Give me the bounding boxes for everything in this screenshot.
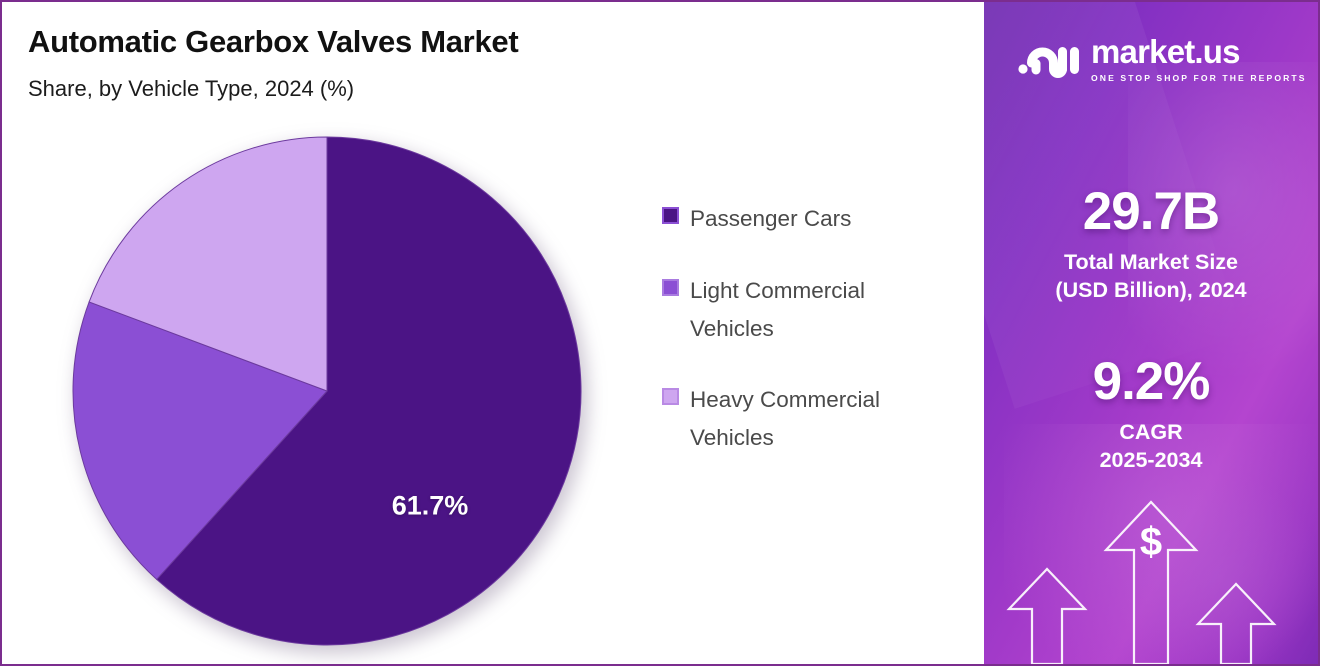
pie-data-label-passenger-cars: 61.7% (391, 490, 469, 521)
stat-total-market-size: 29.7B Total Market Size (USD Billion), 2… (984, 184, 1318, 304)
stat-caption-market-size: Total Market Size (USD Billion), 2024 (984, 248, 1318, 305)
brand-panel: market.us ONE STOP SHOP FOR THE REPORTS … (984, 2, 1318, 664)
legend-label-light-commercial-vehicles: Light Commercial Vehicles (690, 277, 866, 341)
stat-caption-cagr-line2: 2025-2034 (1099, 448, 1203, 473)
stat-value-market-size: 29.7B (1082, 182, 1220, 241)
pie-slice-group (72, 136, 582, 646)
background-texture-glow-top (1128, 62, 1318, 382)
market-us-logo-icon (1018, 47, 1079, 78)
chart-panel: Automatic Gearbox Valves Market Share, b… (2, 2, 986, 664)
stat-value-cagr: 9.2% (1092, 352, 1211, 411)
chart-subtitle: Share, by Vehicle Type, 2024 (%) (28, 76, 355, 101)
legend-label-passenger-cars: Passenger Cars (690, 206, 852, 231)
stat-caption-cagr-line1: CAGR (1119, 419, 1183, 444)
legend-swatch-icon-passenger-cars (662, 207, 679, 224)
chart-legend: Passenger Cars Light Commercial Vehicles… (662, 200, 962, 491)
stat-cagr: 9.2% CAGR 2025-2034 (984, 354, 1318, 474)
stat-caption-market-size-line1: Total Market Size (1063, 249, 1239, 274)
legend-swatch-icon-light-commercial-vehicles (662, 278, 679, 296)
legend-item-heavy-commercial-vehicles[interactable]: Heavy Commercial Vehicles (662, 381, 962, 457)
pie-slice-heavy-commercial-vehicles[interactable] (88, 136, 328, 392)
arrow-up-right-icon (1195, 582, 1277, 664)
stat-caption-market-size-line2: (USD Billion), 2024 (1055, 278, 1247, 303)
page-title: Automatic Gearbox Valves Market (28, 24, 519, 59)
arrow-up-center-icon (1103, 500, 1199, 664)
dollar-sign-icon: $ (1139, 520, 1163, 564)
pie-chart: 61.7% (70, 134, 588, 654)
arrow-up-left-icon (1006, 567, 1088, 664)
logo-text-block: market.us ONE STOP SHOP FOR THE REPORTS (1091, 35, 1307, 83)
legend-swatch-icon-heavy-commercial-vehicles (662, 388, 679, 406)
pie-slice-passenger-cars[interactable] (155, 136, 582, 646)
pie-chart-svg (72, 136, 582, 646)
stat-caption-cagr: CAGR 2025-2034 (984, 418, 1318, 475)
logo-tagline: ONE STOP SHOP FOR THE REPORTS (1091, 73, 1307, 83)
pie-slice-light-commercial-vehicles[interactable] (72, 301, 328, 581)
logo-wordmark: market.us (1091, 33, 1241, 70)
legend-item-passenger-cars[interactable]: Passenger Cars (662, 200, 962, 238)
legend-label-heavy-commercial-vehicles: Heavy Commercial Vehicles (690, 387, 881, 451)
growth-arrows-icon (1006, 500, 1277, 664)
legend-item-light-commercial-vehicles[interactable]: Light Commercial Vehicles (662, 272, 962, 348)
brand-logo[interactable]: market.us ONE STOP SHOP FOR THE REPORTS (1018, 35, 1307, 83)
